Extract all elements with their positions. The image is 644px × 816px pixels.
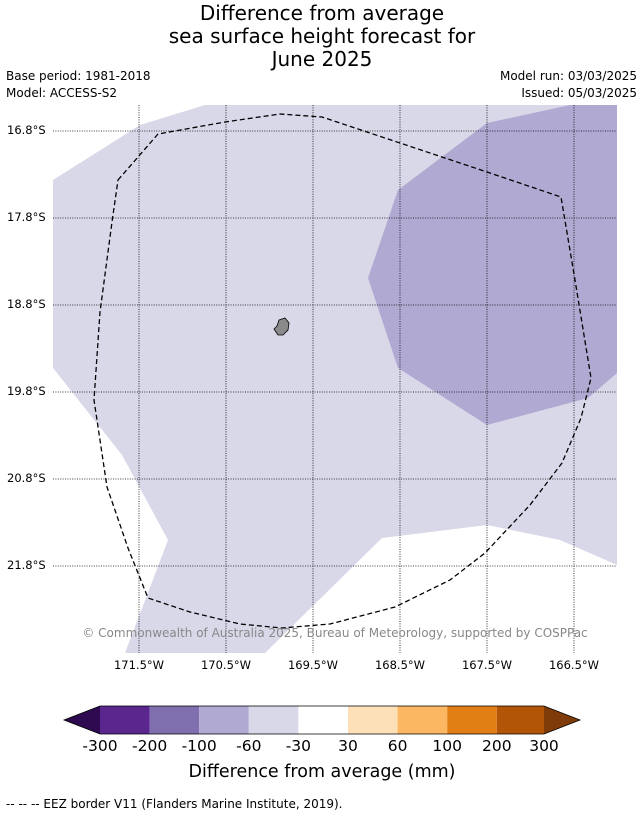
lat-tick: 19.8°S (7, 384, 46, 398)
map-gridlines (53, 105, 617, 653)
lon-tick: 169.5°W (287, 658, 339, 672)
colorbar-segment (100, 706, 150, 734)
colorbar-segment (496, 706, 544, 734)
colorbar (62, 705, 582, 735)
colorbar-extend-high (544, 706, 580, 734)
colorbar-tick-label: 30 (338, 737, 358, 755)
colorbar-tick-label: -300 (82, 737, 118, 755)
title-line-2: sea surface height forecast for (168, 24, 476, 48)
lon-tick: 167.5°W (461, 658, 513, 672)
niue-island (273, 317, 290, 336)
colorbar-tick-label: 200 (482, 737, 512, 755)
lon-tick: 171.5°W (113, 658, 165, 672)
colorbar-tick-label: -60 (236, 737, 262, 755)
colorbar-tick-label: -30 (285, 737, 312, 755)
lon-tick: 166.5°W (548, 658, 600, 672)
lon-tick: 170.5°W (200, 658, 252, 672)
colorbar-segment (149, 706, 200, 734)
lat-tick: 20.8°S (7, 471, 46, 485)
colorbar-segment (348, 706, 398, 734)
colorbar-segment (248, 706, 299, 734)
colorbar-extend-low (64, 706, 100, 734)
anomaly-region-medium (368, 105, 617, 425)
title-line-1: Difference from average (199, 1, 445, 25)
colorbar-segment (199, 706, 249, 734)
model-label: Model: ACCESS-S2 (6, 86, 118, 100)
lat-tick: 21.8°S (7, 558, 46, 572)
title-line-3: June 2025 (271, 47, 373, 71)
colorbar-tick-label: 60 (387, 737, 408, 755)
lat-tick: 18.8°S (7, 297, 46, 311)
lat-tick: 17.8°S (7, 210, 46, 224)
model-run-label: Model run: 03/03/2025 (499, 69, 637, 83)
colorbar-segment (447, 706, 497, 734)
lat-tick: 16.8°S (7, 123, 46, 137)
colorbar-tick-label: -200 (132, 737, 168, 755)
lon-tick: 168.5°W (374, 658, 426, 672)
colorbar-title: Difference from average (mm) (188, 762, 456, 782)
colorbar-tick-label: 100 (432, 737, 462, 755)
colorbar-segment (298, 706, 348, 734)
colorbar-tick-label: 300 (529, 737, 559, 755)
eez-footnote: -- -- -- EEZ border V11 (Flanders Marine… (6, 797, 343, 811)
issued-label: Issued: 05/03/2025 (521, 86, 637, 100)
colorbar-tick-label: -100 (181, 737, 217, 755)
colorbar-segment (397, 706, 448, 734)
base-period-label: Base period: 1981-2018 (6, 69, 151, 83)
copyright-credit: © Commonwealth of Australia 2025, Bureau… (82, 626, 588, 640)
